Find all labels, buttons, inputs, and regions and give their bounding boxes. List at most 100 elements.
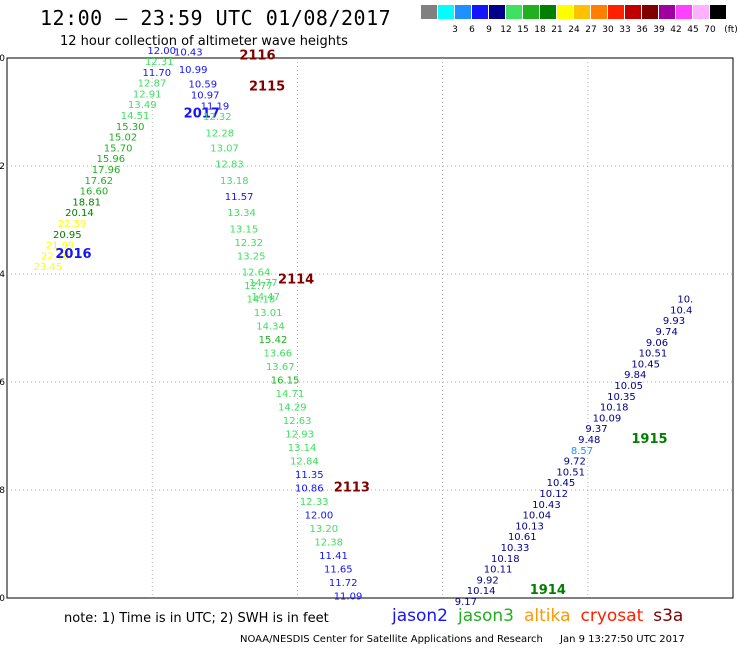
wave-height-value: 10.59 <box>189 80 218 91</box>
legend-swatch <box>659 5 676 19</box>
wave-height-value: 22.10 <box>41 251 70 262</box>
lat-tick-label: -48 <box>0 486 5 496</box>
wave-height-value: 10.04 <box>522 511 551 522</box>
wave-height-value: 12.83 <box>215 160 244 171</box>
satellite-label-altika: altika <box>524 606 571 626</box>
wave-height-value: 9.74 <box>656 327 678 338</box>
wave-height-value: 12.32 <box>234 238 263 249</box>
legend-label: 42 <box>670 25 682 35</box>
wave-height-value: 17.62 <box>84 176 113 187</box>
pass-id-label: 2016 <box>55 247 91 262</box>
wave-height-value: 8.57 <box>571 446 593 457</box>
wave-height-value: 12.31 <box>145 57 174 68</box>
page-subtitle: 12 hour collection of altimeter wave hei… <box>60 34 348 49</box>
legend-label: 33 <box>619 25 631 35</box>
wave-height-value: 12.32 <box>203 112 232 123</box>
wave-height-value: 13.07 <box>210 143 239 154</box>
wave-height-value: 13.01 <box>254 308 283 319</box>
legend-label: 6 <box>469 25 475 35</box>
wave-height-value: 10.14 <box>467 586 496 597</box>
legend-swatch <box>489 5 506 19</box>
wave-height-value: 13.67 <box>266 362 295 373</box>
pass-id-label: 2017 <box>184 106 220 121</box>
legend-swatch <box>506 5 523 19</box>
legend-swatch <box>608 5 625 19</box>
wave-height-value: 15.02 <box>109 133 138 144</box>
legend-swatch <box>523 5 540 19</box>
wave-height-value: 12.91 <box>133 89 162 100</box>
wave-height-value: 13.15 <box>230 224 259 235</box>
wave-height-value: 9.92 <box>476 575 498 586</box>
wave-height-value: 11.09 <box>334 592 363 603</box>
pass-id-label: 2115 <box>249 79 285 94</box>
wave-height-value: 12.28 <box>205 128 234 139</box>
wave-height-value: 15.30 <box>116 122 145 133</box>
wave-height-value: 14.18 <box>247 295 276 306</box>
legend-label: 18 <box>534 25 546 35</box>
wave-height-value: 11.57 <box>225 192 254 203</box>
wave-height-value: 20.14 <box>65 208 94 219</box>
wave-height-value: 10.35 <box>607 392 636 403</box>
wave-height-value: 9.06 <box>646 338 668 349</box>
wave-height-value: 10.86 <box>295 484 324 495</box>
wave-height-value: 13.25 <box>237 251 266 262</box>
wave-height-value: 14.77 <box>249 278 278 289</box>
lat-tick-label: -40 <box>0 54 5 64</box>
legend-label: 15 <box>517 25 529 35</box>
legend-swatch <box>421 5 438 19</box>
legend-label: 36 <box>636 25 648 35</box>
legend-swatch <box>472 5 489 19</box>
wave-height-value: 14.34 <box>256 322 285 333</box>
legend-label: 21 <box>551 25 563 35</box>
wave-height-value: 14.29 <box>278 403 307 414</box>
lat-tick-label: -46 <box>0 378 5 388</box>
wave-height-value: 9.93 <box>663 316 685 327</box>
wave-height-value: 10.09 <box>593 413 622 424</box>
wave-height-value: 14.71 <box>276 389 305 400</box>
wave-height-value: 13.49 <box>128 100 157 111</box>
satellite-label-jason3: jason3 <box>458 606 514 626</box>
legend-label: 27 <box>585 25 597 35</box>
pass-id-label: 2113 <box>334 481 370 496</box>
wave-height-value: 9.37 <box>585 424 607 435</box>
wave-height-value: 10.51 <box>556 467 585 478</box>
wave-height-value: 10.45 <box>547 478 576 489</box>
wave-height-value: 11.19 <box>201 101 230 112</box>
legend-label: 24 <box>568 25 580 35</box>
legend-label: 30 <box>602 25 614 35</box>
wave-height-value: 12.84 <box>290 457 319 468</box>
wave-height-value: 15.42 <box>259 335 288 346</box>
legend-swatch <box>693 5 710 19</box>
wave-height-value: 17.96 <box>92 165 121 176</box>
pass-id-label: 1914 <box>530 583 566 598</box>
satellite-label-s3a: s3a <box>653 606 684 626</box>
legend-swatch <box>710 5 727 19</box>
map-frame <box>6 57 734 599</box>
wave-height-value: 13.14 <box>288 443 317 454</box>
credit-line: NOAA/NESDIS Center for Satellite Applica… <box>240 634 685 645</box>
wave-height-value: 13.66 <box>264 349 293 360</box>
legend-label: 12 <box>500 25 512 35</box>
pass-id-label: 2116 <box>239 49 275 64</box>
wave-height-value: 10.12 <box>539 489 568 500</box>
lat-tick-label: -44 <box>0 270 5 280</box>
wave-height-value: 10.18 <box>491 554 520 565</box>
page-title: 12:00 — 23:59 UTC 01/08/2017 <box>40 6 392 30</box>
legend-swatch <box>540 5 557 19</box>
pass-id-label: 2114 <box>278 273 314 288</box>
legend-label: 45 <box>687 25 699 35</box>
wave-height-value: 20.95 <box>53 230 82 241</box>
wave-height-value: 12.00 <box>305 511 334 522</box>
legend-swatch <box>574 5 591 19</box>
legend-swatch <box>438 5 455 19</box>
wave-height-value: 10. <box>677 295 693 306</box>
altimeter-map: 151821242730-40-42-44-46-48-5012.0012.31… <box>0 46 734 605</box>
wave-height-value: 16.60 <box>80 187 109 198</box>
wave-height-value: 11.35 <box>295 470 324 481</box>
satellite-label-jason2: jason2 <box>392 606 448 626</box>
wave-height-value: 10.45 <box>631 359 660 370</box>
wave-height-value: 14.51 <box>121 111 150 122</box>
legend-swatch <box>676 5 693 19</box>
wave-height-value: 10.99 <box>179 65 208 76</box>
legend-swatch <box>591 5 608 19</box>
